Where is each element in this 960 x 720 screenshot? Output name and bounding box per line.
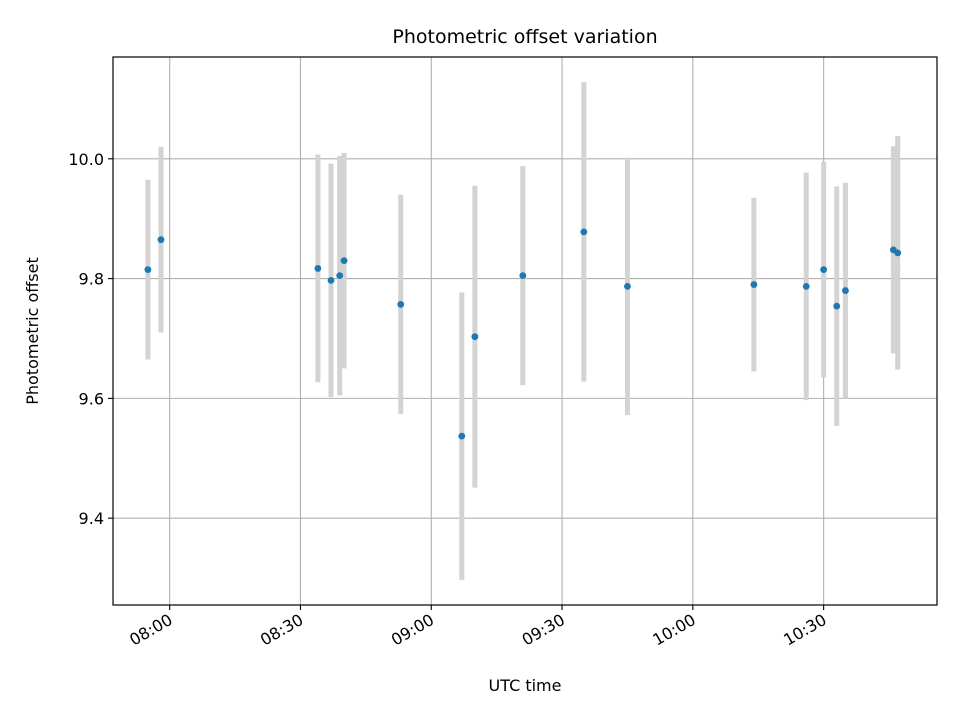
- data-point: [894, 249, 902, 257]
- y-tick-label: 9.6: [79, 389, 104, 408]
- data-point: [336, 272, 344, 280]
- data-point: [458, 432, 466, 440]
- data-point: [314, 265, 322, 272]
- y-axis-title: Photometric offset: [23, 257, 42, 405]
- y-tick-label: 10.0: [68, 150, 104, 169]
- data-point: [157, 236, 165, 244]
- data-point: [580, 228, 588, 236]
- data-point: [471, 333, 479, 341]
- data-points: [144, 228, 902, 440]
- data-point: [624, 282, 631, 290]
- data-point: [519, 272, 527, 280]
- data-point: [833, 302, 841, 310]
- data-point: [327, 276, 335, 284]
- y-tick-label: 9.4: [79, 509, 104, 528]
- data-point: [842, 287, 849, 294]
- plot-frame: [112, 56, 938, 606]
- data-point: [144, 266, 152, 274]
- grid: [113, 57, 937, 605]
- data-point: [397, 300, 405, 308]
- x-axis-title: UTC time: [489, 676, 562, 695]
- data-point: [820, 266, 828, 274]
- chart-title: Photometric offset variation: [392, 26, 657, 48]
- data-point: [750, 281, 758, 288]
- data-point: [340, 257, 348, 265]
- data-point: [802, 282, 810, 290]
- y-tick-label: 9.8: [79, 270, 104, 289]
